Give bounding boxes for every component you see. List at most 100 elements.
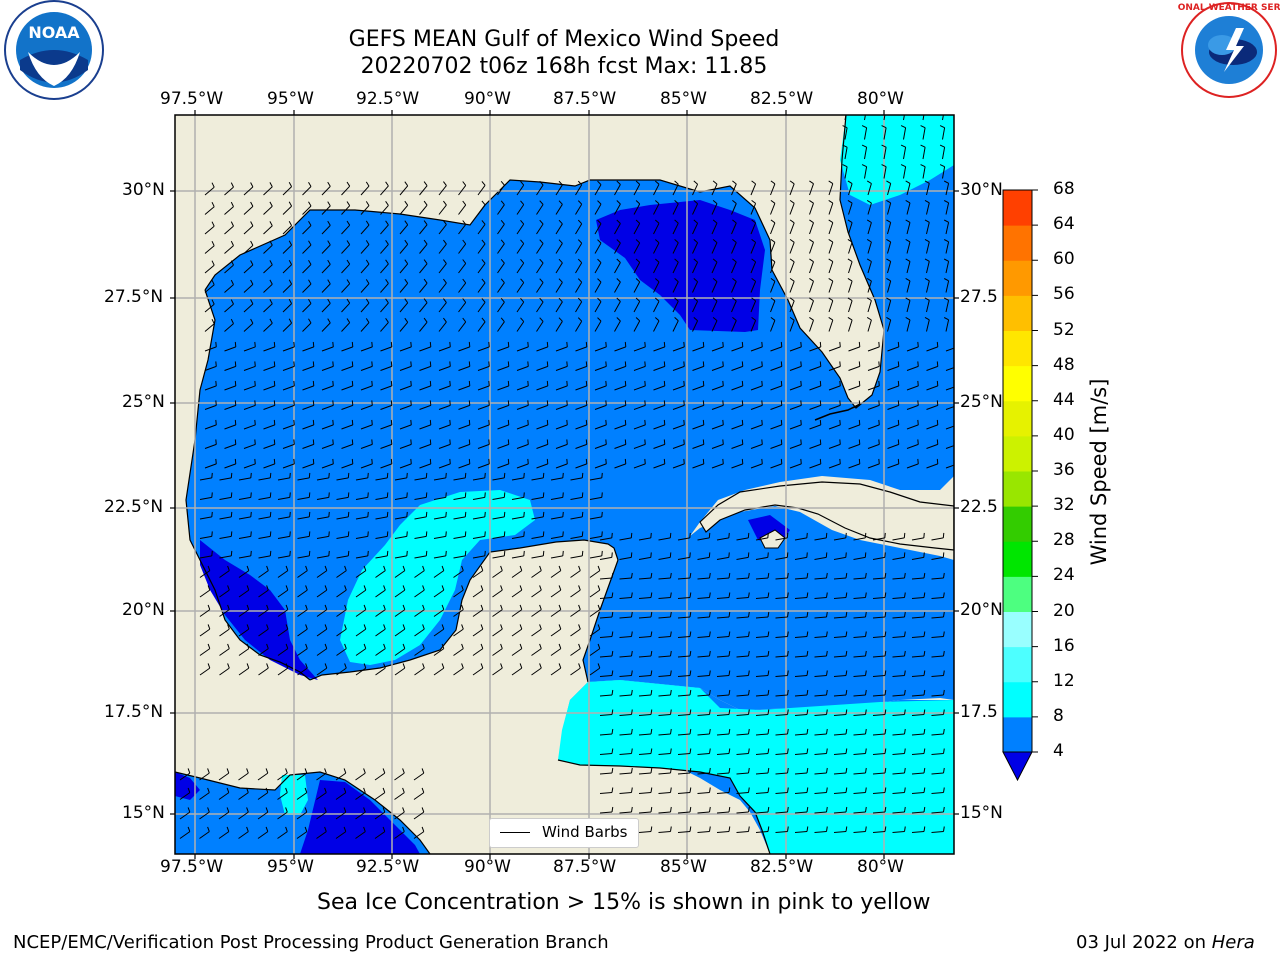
wind-barb-flag [865,806,867,813]
wind-barb-flag [542,531,545,537]
wind-barb-flag [539,643,542,649]
wind-barb [224,365,236,371]
wind-barb-flag [230,260,234,266]
wind-barb-flag [767,592,770,598]
wind-barb [906,300,911,313]
wind-barbs-legend: Wind Barbs [489,818,639,848]
wind-barb-flag [601,511,603,517]
wind-barb-flag [650,728,653,735]
wind-barb-flag [728,592,731,598]
wind-barb [922,127,926,140]
wind-barb [199,555,212,559]
lat-label-right: 30°N [960,180,1003,200]
wind-barb-flag [445,550,447,556]
lon-label-top: 82.5°W [750,89,814,109]
wind-barb [472,516,485,520]
wind-barb-flag [923,709,926,715]
wind-barb-flag [402,787,405,793]
wind-barb [399,321,409,332]
wind-barb [697,811,710,814]
wind-barb-flag [635,200,641,205]
wind-barb-flag [709,572,711,579]
wind-barb-flag [558,643,562,649]
wind-barb-flag [826,611,828,618]
wind-barb [516,282,525,293]
wind-barb [931,636,944,638]
wind-barb [731,222,737,235]
wind-barb-flag [884,650,887,657]
wind-barb [633,301,641,313]
wind-barb-flag [923,748,926,754]
wind-barb [658,772,671,775]
wind-barb-flag [527,341,529,347]
wind-barb [833,772,847,775]
wind-barb [594,346,607,352]
wind-barb [316,589,328,598]
wind-barb [204,303,215,313]
wind-barb [633,365,646,371]
wind-barb [224,245,234,254]
wind-barb-flag [712,200,718,204]
wind-barb [263,225,273,235]
wind-barb-flag [712,219,718,224]
wind-barb-flag [780,419,783,425]
wind-barb-flag [363,663,367,669]
wind-barb [755,577,769,580]
wind-barb-flag [211,492,213,498]
wind-barb [633,203,641,215]
wind-barb [399,346,412,352]
wind-barb [848,443,860,449]
wind-barb [218,772,230,781]
wind-barb [711,404,724,410]
wind-barb [414,609,425,617]
wind-barb-flag [828,277,834,282]
wind-barb-flag [480,663,484,669]
wind-barb [341,424,353,430]
wind-barb [638,556,651,560]
wind-barb [179,831,191,839]
wind-barb [906,241,911,254]
wind-barb [477,263,486,274]
wind-barb-flag [767,689,770,696]
wind-barb [906,222,911,235]
wind-barb-flag [923,592,926,598]
wind-barb [638,792,652,794]
wind-barb-flag [269,511,272,517]
wind-barb-flag [484,550,486,556]
wind-barb [492,555,505,559]
wind-barb [755,772,769,775]
wind-barb [903,115,905,121]
wind-barb [458,302,467,313]
wind-barb [355,811,366,820]
wind-barb-flag [343,807,347,813]
footer-date: 03 Jul 2022 on Hera [1076,932,1255,953]
wind-barb [794,694,808,697]
wind-barb-flag [328,531,330,537]
wind-barb [833,753,847,755]
wind-barb-flag [761,361,763,367]
wind-barb [945,445,954,449]
wind-barb [794,537,807,541]
wind-barb [867,404,880,410]
wind-barb-flag [631,806,633,813]
wind-barb-flag [332,419,334,425]
wind-barb-flag [905,219,911,223]
wind-barb [906,365,919,371]
wind-barb [716,636,730,638]
wind-barb [321,322,331,332]
wind-barb [833,831,847,833]
wind-barb-flag [886,297,891,301]
wind-barb [931,694,944,697]
wind-barb [477,404,490,410]
wind-barb [335,831,347,839]
colorbar-tick-label: 28 [1053,530,1075,551]
wind-barb-flag [523,472,525,478]
colorbar-tick-label: 24 [1053,565,1075,586]
wind-barb-flag [942,552,945,558]
wind-barb-flag [866,180,872,184]
wind-barb-flag [787,670,789,676]
wind-barb-flag [539,239,544,244]
wind-barb [794,714,808,716]
wind-barb [789,203,795,215]
wind-barb-flag [402,663,406,669]
